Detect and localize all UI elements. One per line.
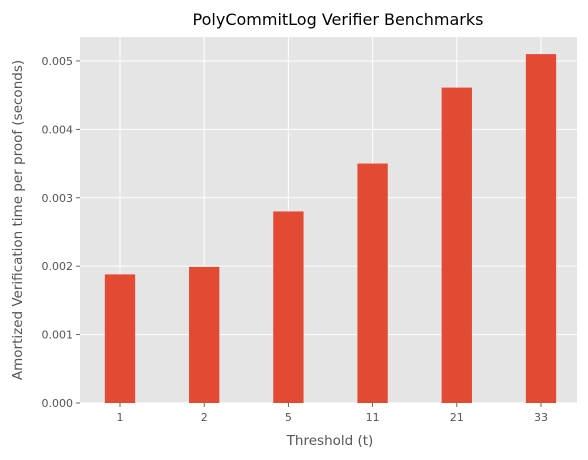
y-axis-ticks: 0.000 0.001 0.002 0.003 0.004 0.005 [42, 55, 80, 410]
bar-21 [441, 87, 472, 403]
y-tick-label: 0.000 [42, 397, 74, 410]
bar-33 [525, 54, 557, 403]
x-axis-ticks: 1 2 5 11 21 33 [117, 403, 548, 424]
x-tick-label: 5 [285, 411, 292, 424]
plot-background [80, 37, 577, 403]
bar-11 [357, 163, 388, 403]
bar-2 [189, 266, 220, 403]
bar-1 [104, 274, 136, 403]
x-tick-label: 11 [366, 411, 380, 424]
x-tick-label: 21 [450, 411, 464, 424]
y-axis-label: Amortized Verification time per proof (s… [10, 60, 26, 380]
chart-title: PolyCommitLog Verifier Benchmarks [193, 10, 484, 29]
x-axis-label: Threshold (t) [286, 433, 374, 449]
x-tick-label: 1 [117, 411, 124, 424]
y-tick-label: 0.003 [42, 192, 74, 205]
x-tick-label: 33 [534, 411, 548, 424]
bars [104, 54, 557, 403]
bar-5 [273, 211, 304, 403]
y-tick-label: 0.004 [42, 123, 74, 136]
y-tick-label: 0.005 [42, 55, 74, 68]
x-tick-label: 2 [201, 411, 208, 424]
y-tick-label: 0.001 [42, 329, 74, 342]
y-tick-label: 0.002 [42, 260, 74, 273]
